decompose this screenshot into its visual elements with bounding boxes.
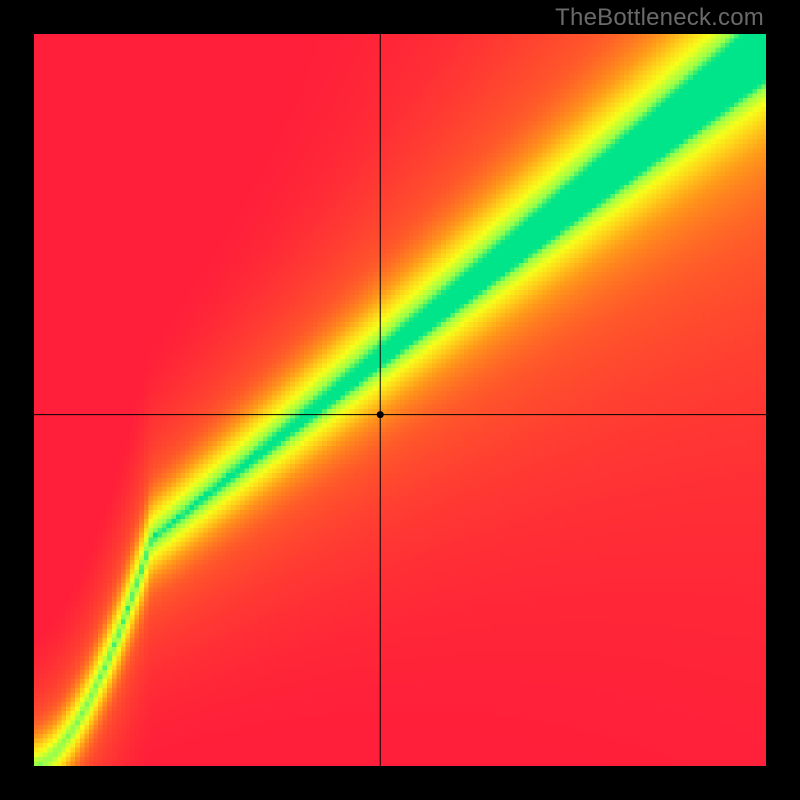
chart-container: TheBottleneck.com xyxy=(0,0,800,800)
watermark-text: TheBottleneck.com xyxy=(555,4,764,32)
bottleneck-heatmap xyxy=(34,34,766,766)
